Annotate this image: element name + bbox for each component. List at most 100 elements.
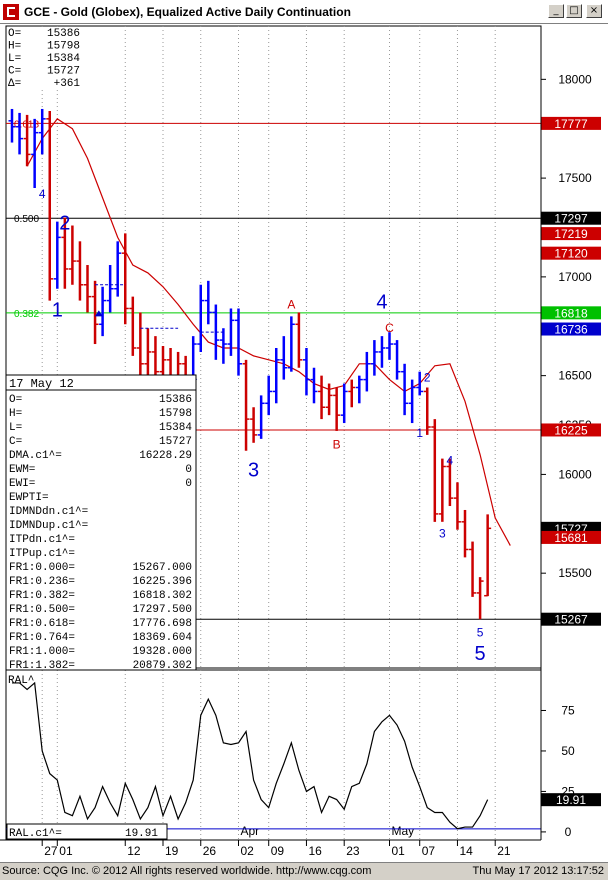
info-value: 15267.000: [133, 562, 192, 574]
info-value: 19328.000: [133, 646, 192, 658]
info-key: FR1:0.500=: [9, 604, 75, 616]
level-price-tag: [541, 116, 601, 130]
level-price-tag: [541, 211, 601, 225]
info-value: 16225.396: [133, 576, 192, 588]
level-price-tag: [541, 612, 601, 626]
level-price-tag-label: 15267: [554, 613, 588, 627]
info-value: 17297.500: [133, 604, 192, 616]
info-key: FR1:0.764=: [9, 632, 75, 644]
minimize-button[interactable]: _: [548, 4, 564, 18]
osc-axis-label: 75: [561, 703, 575, 717]
wave-label: 4: [39, 187, 46, 201]
ohlc-readout-value: 15798: [47, 41, 80, 53]
level-price-tag-label: 17297: [554, 212, 588, 226]
status-bar: Source: CQG Inc. © 2012 All rights reser…: [0, 862, 608, 880]
date-tick-label: 26: [203, 844, 217, 858]
fib-level-label: 0.382: [14, 309, 39, 320]
wave-label: 2: [59, 212, 70, 234]
close-button[interactable]: ×: [586, 4, 602, 18]
info-value: 0: [185, 478, 192, 490]
info-key: IDMNDdn.c1^=: [9, 506, 88, 518]
info-key: FR1:0.618=: [9, 618, 75, 630]
price-tag-label: 15681: [554, 531, 588, 545]
info-key: EWPTI=: [9, 492, 49, 504]
info-value: 15386: [159, 394, 192, 406]
date-tick-label: 23: [346, 844, 360, 858]
wave-label: 1: [416, 426, 423, 440]
window-title-bar[interactable]: GCE - Gold (Globex), Equalized Active Da…: [0, 0, 608, 24]
price-tag: [541, 246, 601, 260]
chart-window: 27 01 12 19 26 02 09 16 23 01 07 14 21 Apr May 15500 160…: [0, 24, 608, 862]
wave-label: 3: [248, 459, 259, 481]
wave-label: 4: [376, 291, 387, 313]
app-icon: [3, 4, 19, 20]
level-price-tag: [541, 423, 601, 437]
date-tick-label: 14: [459, 844, 473, 858]
info-key: ITPdn.c1^=: [9, 534, 75, 546]
date-tick-label: 16: [308, 844, 322, 858]
info-value: 20879.302: [133, 660, 192, 672]
level-price-tag-label: 16818: [554, 306, 588, 320]
date-tick-label: 01: [59, 844, 73, 858]
info-key: FR1:1.382=: [9, 660, 75, 672]
info-key: IDMNDup.c1^=: [9, 520, 88, 532]
osc-readout-key: RAL.c1^=: [9, 828, 62, 840]
osc-value-tag: [541, 793, 601, 807]
level-price-tag-label: 16225: [554, 423, 588, 437]
info-value: 15727: [159, 436, 192, 448]
price-tag-label: 17120: [554, 247, 588, 261]
wave-label: 5: [475, 643, 486, 665]
oscillator-panel: [5, 669, 542, 841]
price-tag-label: 16736: [554, 323, 588, 337]
ohlc-readout-value: 15384: [47, 53, 80, 65]
info-key: C=: [9, 436, 22, 448]
date-tick-label: 01: [392, 844, 406, 858]
price-tag-label: 17219: [554, 227, 588, 241]
month-label: Apr: [241, 824, 260, 838]
price-tag: [541, 322, 601, 336]
price-axis-label: 16500: [558, 369, 592, 383]
wave-label: 1: [52, 299, 63, 321]
ohlc-readout-key: O=: [8, 28, 21, 40]
wave-label: 4: [447, 454, 454, 468]
date-tick-label: 02: [241, 844, 255, 858]
ohlc-readout-key: Δ=: [8, 78, 21, 90]
level-price-tag-label: 17777: [554, 117, 588, 131]
wave-label: B: [333, 438, 341, 452]
ohlc-readout-value: 15386: [47, 28, 80, 40]
fib-level-label: 0.500: [14, 214, 39, 225]
info-value: 0: [185, 464, 192, 476]
ohlc-readout-value: 15727: [47, 66, 80, 78]
info-key: FR1:1.000=: [9, 646, 75, 658]
osc-value-tag-label: 19.91: [556, 793, 586, 807]
osc-axis-label: 50: [561, 744, 575, 758]
window-title: GCE - Gold (Globex), Equalized Active Da…: [24, 5, 351, 19]
info-key: FR1:0.382=: [9, 590, 75, 602]
price-axis-label: 15500: [558, 566, 592, 580]
info-key: DMA.c1^=: [9, 450, 62, 462]
wave-label: 5: [477, 625, 484, 639]
ral-line: [12, 681, 489, 830]
info-key: L=: [9, 422, 22, 434]
price-tag: [541, 530, 601, 544]
price-tag: [541, 227, 601, 241]
wave-label: 2: [424, 371, 431, 385]
ohlc-readout-key: C=: [8, 66, 21, 78]
date-tick-label: 07: [422, 844, 436, 858]
info-key: EWM=: [9, 464, 35, 476]
info-key: EWI=: [9, 478, 35, 490]
info-value: 15798: [159, 408, 192, 420]
price-axis-label: 17500: [558, 171, 592, 185]
date-tick-label: 12: [127, 844, 141, 858]
osc-axis-label: 0: [565, 825, 572, 839]
info-key: ITPup.c1^=: [9, 548, 75, 560]
restore-button[interactable]: □: [566, 4, 582, 18]
ohlc-readout-key: L=: [8, 53, 21, 65]
ohlc-readout-key: H=: [8, 41, 21, 53]
price-axis-label: 18000: [558, 72, 592, 86]
info-date: 17 May 12: [9, 377, 74, 391]
level-price-tag: [541, 306, 601, 320]
price-axis-label: 16000: [558, 467, 592, 481]
info-key: O=: [9, 394, 22, 406]
